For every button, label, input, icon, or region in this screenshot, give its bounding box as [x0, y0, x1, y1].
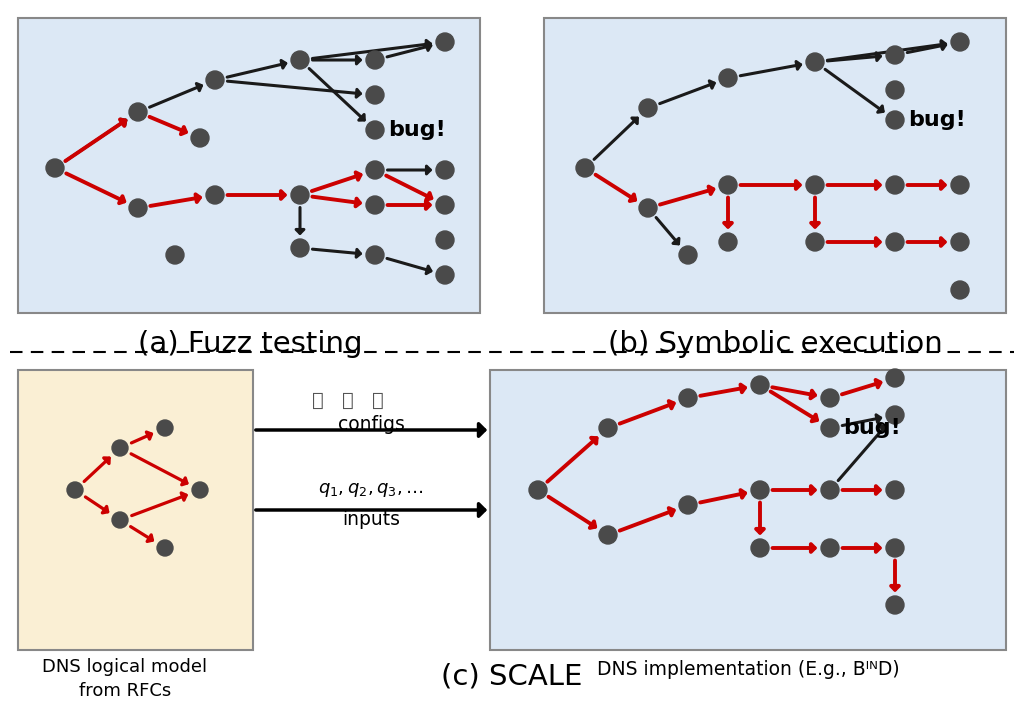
- Circle shape: [436, 33, 454, 51]
- Circle shape: [886, 369, 904, 387]
- Circle shape: [719, 176, 737, 194]
- Text: 📄: 📄: [342, 391, 354, 410]
- Circle shape: [679, 389, 697, 407]
- FancyBboxPatch shape: [544, 18, 1006, 313]
- Circle shape: [886, 111, 904, 129]
- Text: (a) Fuzz testing: (a) Fuzz testing: [138, 330, 362, 358]
- Circle shape: [886, 176, 904, 194]
- Text: DNS logical model
from RFCs: DNS logical model from RFCs: [42, 658, 208, 699]
- Circle shape: [821, 389, 839, 407]
- Circle shape: [951, 233, 969, 251]
- Circle shape: [886, 596, 904, 614]
- Text: configs: configs: [338, 415, 404, 434]
- Circle shape: [806, 176, 824, 194]
- Circle shape: [886, 81, 904, 99]
- Circle shape: [751, 376, 769, 394]
- FancyBboxPatch shape: [18, 18, 480, 313]
- Circle shape: [886, 406, 904, 424]
- Circle shape: [806, 53, 824, 71]
- Circle shape: [639, 99, 657, 117]
- Circle shape: [751, 539, 769, 557]
- Circle shape: [366, 121, 384, 139]
- Circle shape: [951, 176, 969, 194]
- Circle shape: [193, 482, 208, 498]
- Circle shape: [436, 231, 454, 249]
- Circle shape: [366, 246, 384, 264]
- Text: bug!: bug!: [908, 110, 966, 130]
- Circle shape: [719, 233, 737, 251]
- Text: DNS implementation (E.g., BᴵᴺD): DNS implementation (E.g., BᴵᴺD): [597, 660, 899, 679]
- Circle shape: [366, 161, 384, 179]
- Circle shape: [436, 266, 454, 284]
- Text: 📄: 📄: [312, 391, 324, 410]
- Circle shape: [166, 246, 184, 264]
- Circle shape: [821, 539, 839, 557]
- Circle shape: [67, 482, 83, 498]
- Circle shape: [679, 496, 697, 514]
- Circle shape: [191, 129, 209, 147]
- Circle shape: [575, 159, 594, 177]
- Circle shape: [599, 526, 617, 544]
- Circle shape: [366, 86, 384, 104]
- Circle shape: [206, 71, 224, 89]
- Circle shape: [886, 539, 904, 557]
- Circle shape: [129, 103, 147, 121]
- FancyBboxPatch shape: [18, 370, 253, 650]
- Circle shape: [821, 419, 839, 437]
- Circle shape: [157, 540, 173, 556]
- Circle shape: [291, 239, 309, 257]
- Text: $q_1, q_2, q_3, \ldots$: $q_1, q_2, q_3, \ldots$: [318, 481, 424, 499]
- Text: (b) Symbolic execution: (b) Symbolic execution: [607, 330, 942, 358]
- Circle shape: [129, 199, 147, 217]
- Circle shape: [719, 69, 737, 87]
- Circle shape: [751, 481, 769, 499]
- Text: (c) SCALE: (c) SCALE: [441, 662, 583, 690]
- Circle shape: [886, 46, 904, 64]
- Circle shape: [821, 481, 839, 499]
- Circle shape: [206, 186, 224, 204]
- Circle shape: [112, 512, 128, 528]
- Circle shape: [157, 420, 173, 436]
- Circle shape: [951, 33, 969, 51]
- Circle shape: [886, 233, 904, 251]
- Circle shape: [436, 161, 454, 179]
- Circle shape: [366, 196, 384, 214]
- Text: 📄: 📄: [372, 391, 384, 410]
- Circle shape: [951, 281, 969, 299]
- Circle shape: [366, 51, 384, 69]
- Circle shape: [291, 186, 309, 204]
- Circle shape: [436, 196, 454, 214]
- Text: bug!: bug!: [388, 120, 445, 140]
- Circle shape: [46, 159, 63, 177]
- Circle shape: [291, 51, 309, 69]
- FancyBboxPatch shape: [490, 370, 1006, 650]
- Circle shape: [529, 481, 547, 499]
- Circle shape: [679, 246, 697, 264]
- Circle shape: [806, 233, 824, 251]
- Circle shape: [112, 440, 128, 456]
- Circle shape: [639, 199, 657, 217]
- Circle shape: [599, 419, 617, 437]
- Text: inputs: inputs: [342, 510, 400, 529]
- Circle shape: [886, 481, 904, 499]
- Text: bug!: bug!: [843, 418, 901, 438]
